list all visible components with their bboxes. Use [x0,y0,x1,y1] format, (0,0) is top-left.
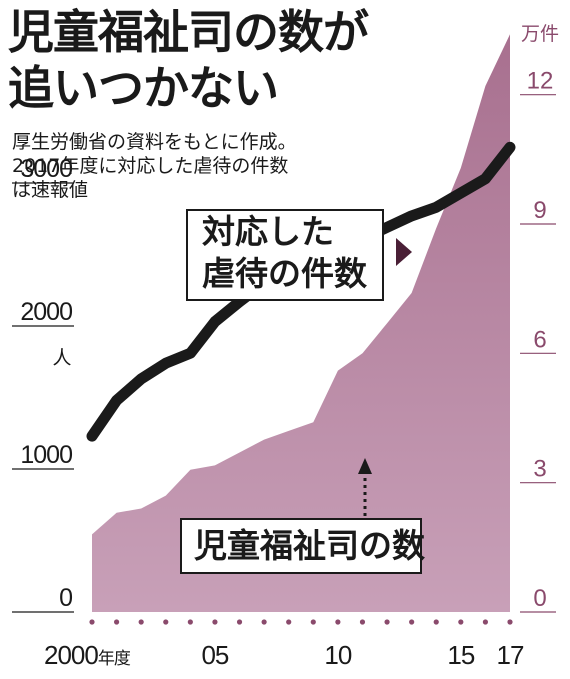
pointer-arrowhead [358,458,372,474]
label-layer: 0 1000 2000 3000 人 0 3 6 9 12 万件 2000年度 05 10 15 17 [20,23,559,670]
left-axis-tick-label: 1000 [20,441,72,469]
x-axis-year-dot [482,619,489,625]
left-axis-tick-label: 3000 [20,155,72,183]
x-tick-unit: 年度 [98,649,131,669]
x-tick-label: 15 [447,640,474,670]
note-line-2: 2017年度に対応した虐待の件数 [12,155,289,177]
right-axis-tick-label: 0 [533,585,546,612]
x-axis-year-dot [310,619,316,625]
callout-cases-line-1: 対応した [202,212,334,251]
left-axis-unit: 人 [52,347,71,369]
x-axis-year-dot [433,619,439,625]
x-axis-year-dot [163,619,169,625]
x-axis-year-dot [113,619,120,625]
callout-welfare-officers: 児童福祉司の数 [180,518,425,574]
right-axis-tick-label: 12 [527,68,554,95]
x-axis-year-dot [236,619,243,625]
x-axis-year-dot [335,619,341,625]
x-axis-year-dot [359,619,366,625]
x-axis-year-dot [89,619,95,625]
source-note: 厚生労働省の資料をもとに作成。 2017年度に対応した虐待の件数 は速報値 [12,130,297,202]
x-tick-label: 05 [201,640,228,670]
cases-arrow [396,238,412,266]
area-layer [92,34,510,613]
x-axis-year-dot [261,619,267,625]
x-tick-label: 10 [324,640,351,670]
note-line-3: は速報値 [12,179,89,201]
x-tick-label: 2000年度 [44,640,131,670]
x-axis-year-dot [138,619,144,625]
x-axis-year-dot [384,619,390,625]
left-axis-tick-label: 2000 [20,298,72,326]
title-line-2: 追いつかない [8,61,279,115]
x-axis-year-dot [212,619,218,625]
chart-title: 児童福祉司の数が 追いつかない [8,4,369,116]
right-axis-tick-label: 6 [533,326,546,353]
x-axis-year-dot [409,619,415,625]
title-line-1: 児童福祉司の数が [8,5,369,59]
axis-layer [12,94,556,625]
callout-cases-line-2: 虐待の件数 [202,254,367,293]
x-axis-year-dot [286,619,292,625]
x-axis-year-dot [187,619,193,625]
left-axis-tick-label: 0 [59,584,72,612]
right-axis-tick-label: 3 [533,456,546,483]
area-abuse-cases [92,34,510,613]
x-tick-label: 17 [497,640,524,670]
x-axis-year-dot [458,619,464,625]
callout-abuse-cases: 対応した 虐待の件数 [186,209,384,301]
note-line-1: 厚生労働省の資料をもとに作成。 [12,131,297,153]
x-axis-year-dot [507,619,513,625]
right-axis-unit: 万件 [521,23,559,45]
right-axis-tick-label: 9 [533,197,546,224]
